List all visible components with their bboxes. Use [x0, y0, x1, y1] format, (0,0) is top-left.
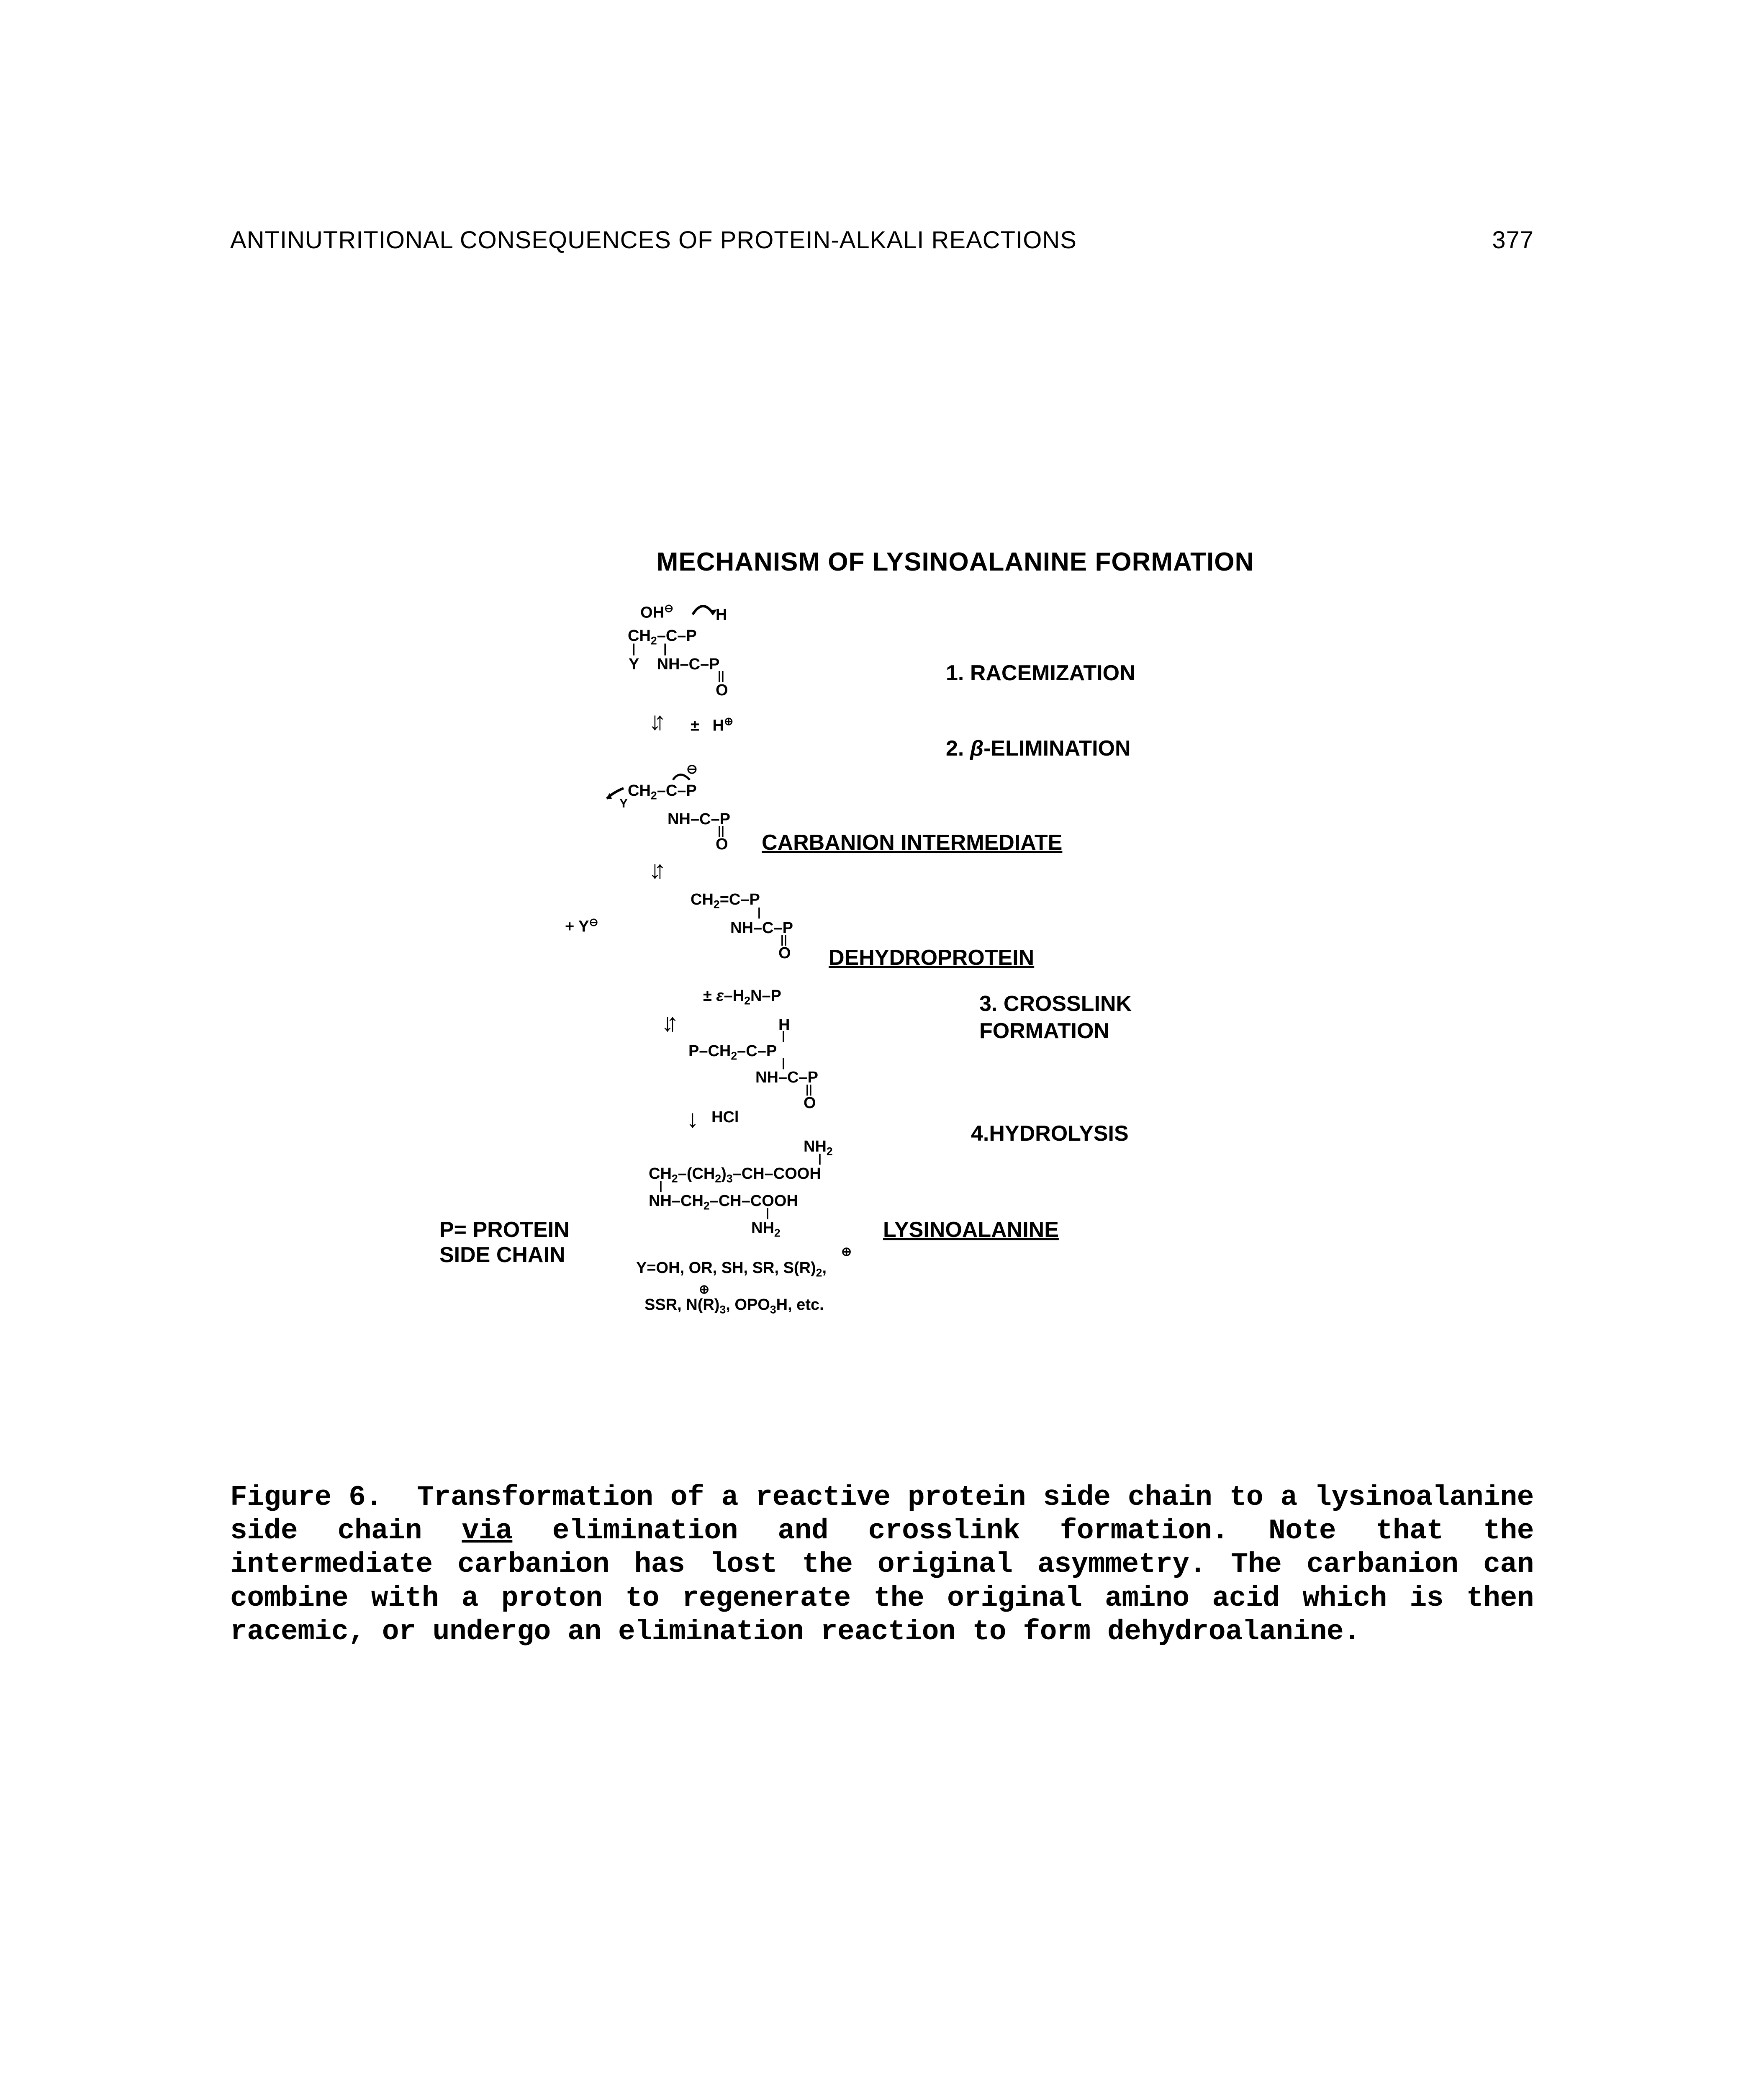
dbond-1: || [718, 669, 724, 682]
h-top: H [716, 606, 727, 624]
o-3: O [778, 944, 791, 962]
bond-bar-7: | [659, 1179, 662, 1192]
y-def-2: SSR, N(R)3, OPO3H, etc. [644, 1296, 824, 1316]
figure-caption: Figure 6. Transformation of a reactive p… [230, 1481, 1534, 1649]
eps-h2n-p: ± ε–H2N–P [703, 987, 781, 1008]
page-number: 377 [1492, 226, 1534, 254]
p-definition: P= PROTEIN [439, 1217, 570, 1242]
bond-bar-3: | [757, 905, 761, 919]
bond-bar-1: | | [632, 642, 667, 656]
p-ch2-c-p: P–CH2–C–P [688, 1042, 777, 1063]
down-arrow-hcl: ↓ [686, 1104, 699, 1133]
lone-pair-arc-icon [670, 767, 695, 784]
y-bar: Y [619, 797, 628, 811]
ch2-eq-c-p: CH2=C–P [691, 891, 760, 911]
figure-title: MECHANISM OF LYSINOALANINE FORMATION [377, 547, 1534, 577]
updown-arrow-2: ↓↑ [649, 855, 659, 884]
side-chain-label: SIDE CHAIN [439, 1242, 565, 1268]
y-nh-c-p-1: Y NH–C–P [629, 656, 720, 674]
step-4-label: 4.HYDROLYSIS [971, 1121, 1129, 1146]
step-2-label: 2. β-ELIMINATION [946, 736, 1131, 761]
bond-bar-6: | [818, 1152, 822, 1165]
running-title: ANTINUTRITIONAL CONSEQUENCES OF PROTEIN-… [230, 226, 1077, 254]
bond-bar-8: | [766, 1206, 769, 1219]
bond-bar-5: | [782, 1056, 785, 1070]
bond-bar-4: | [782, 1029, 785, 1042]
ch2-c-p-2: CH2–C–P [628, 782, 697, 802]
ch2-ch2-3-ch-cooh: CH2–(CH2)3–CH–COOH [649, 1165, 821, 1185]
o-1: O [716, 681, 728, 699]
circled-plus-1: ⊕ [841, 1244, 852, 1259]
plus-y-minus: + Y⊖ [565, 916, 598, 936]
step-3-label-a: 3. CROSSLINK [979, 991, 1132, 1016]
nh2-2: NH2 [751, 1219, 781, 1240]
caption-via: via [462, 1515, 512, 1547]
updown-arrow-3: ↓↑ [661, 1008, 671, 1037]
circled-plus-2: ⊕ [699, 1282, 709, 1297]
step-1-label: 1. RACEMIZATION [946, 661, 1135, 686]
y-def-1: Y=OH, OR, SH, SR, S(R)2, [636, 1259, 827, 1280]
updown-arrow-1: ↓↑ [649, 707, 659, 735]
pm-h-plus: ± H⊕ [691, 715, 733, 735]
oh-minus: OH⊖ [640, 602, 673, 622]
page-header: ANTINUTRITIONAL CONSEQUENCES OF PROTEIN-… [230, 226, 1534, 254]
hcl: HCl [711, 1108, 739, 1126]
caption-number: Figure 6. [230, 1481, 383, 1514]
o-2: O [716, 836, 728, 854]
step-3-label-b: FORMATION [979, 1018, 1109, 1044]
reaction-diagram: OH⊖ H CH2–C–P | | Y NH–C–P || O 1. RACEM… [439, 602, 1318, 1431]
carbanion-label: CARBANION INTERMEDIATE [762, 830, 1062, 855]
page-container: ANTINUTRITIONAL CONSEQUENCES OF PROTEIN-… [230, 226, 1534, 1649]
dehydroprotein-label: DEHYDROPROTEIN [829, 945, 1034, 970]
o-4: O [804, 1094, 816, 1112]
lysinoalanine-label: LYSINOALANINE [883, 1217, 1059, 1242]
nh-ch2-ch-cooh: NH–CH2–CH–COOH [649, 1192, 798, 1213]
